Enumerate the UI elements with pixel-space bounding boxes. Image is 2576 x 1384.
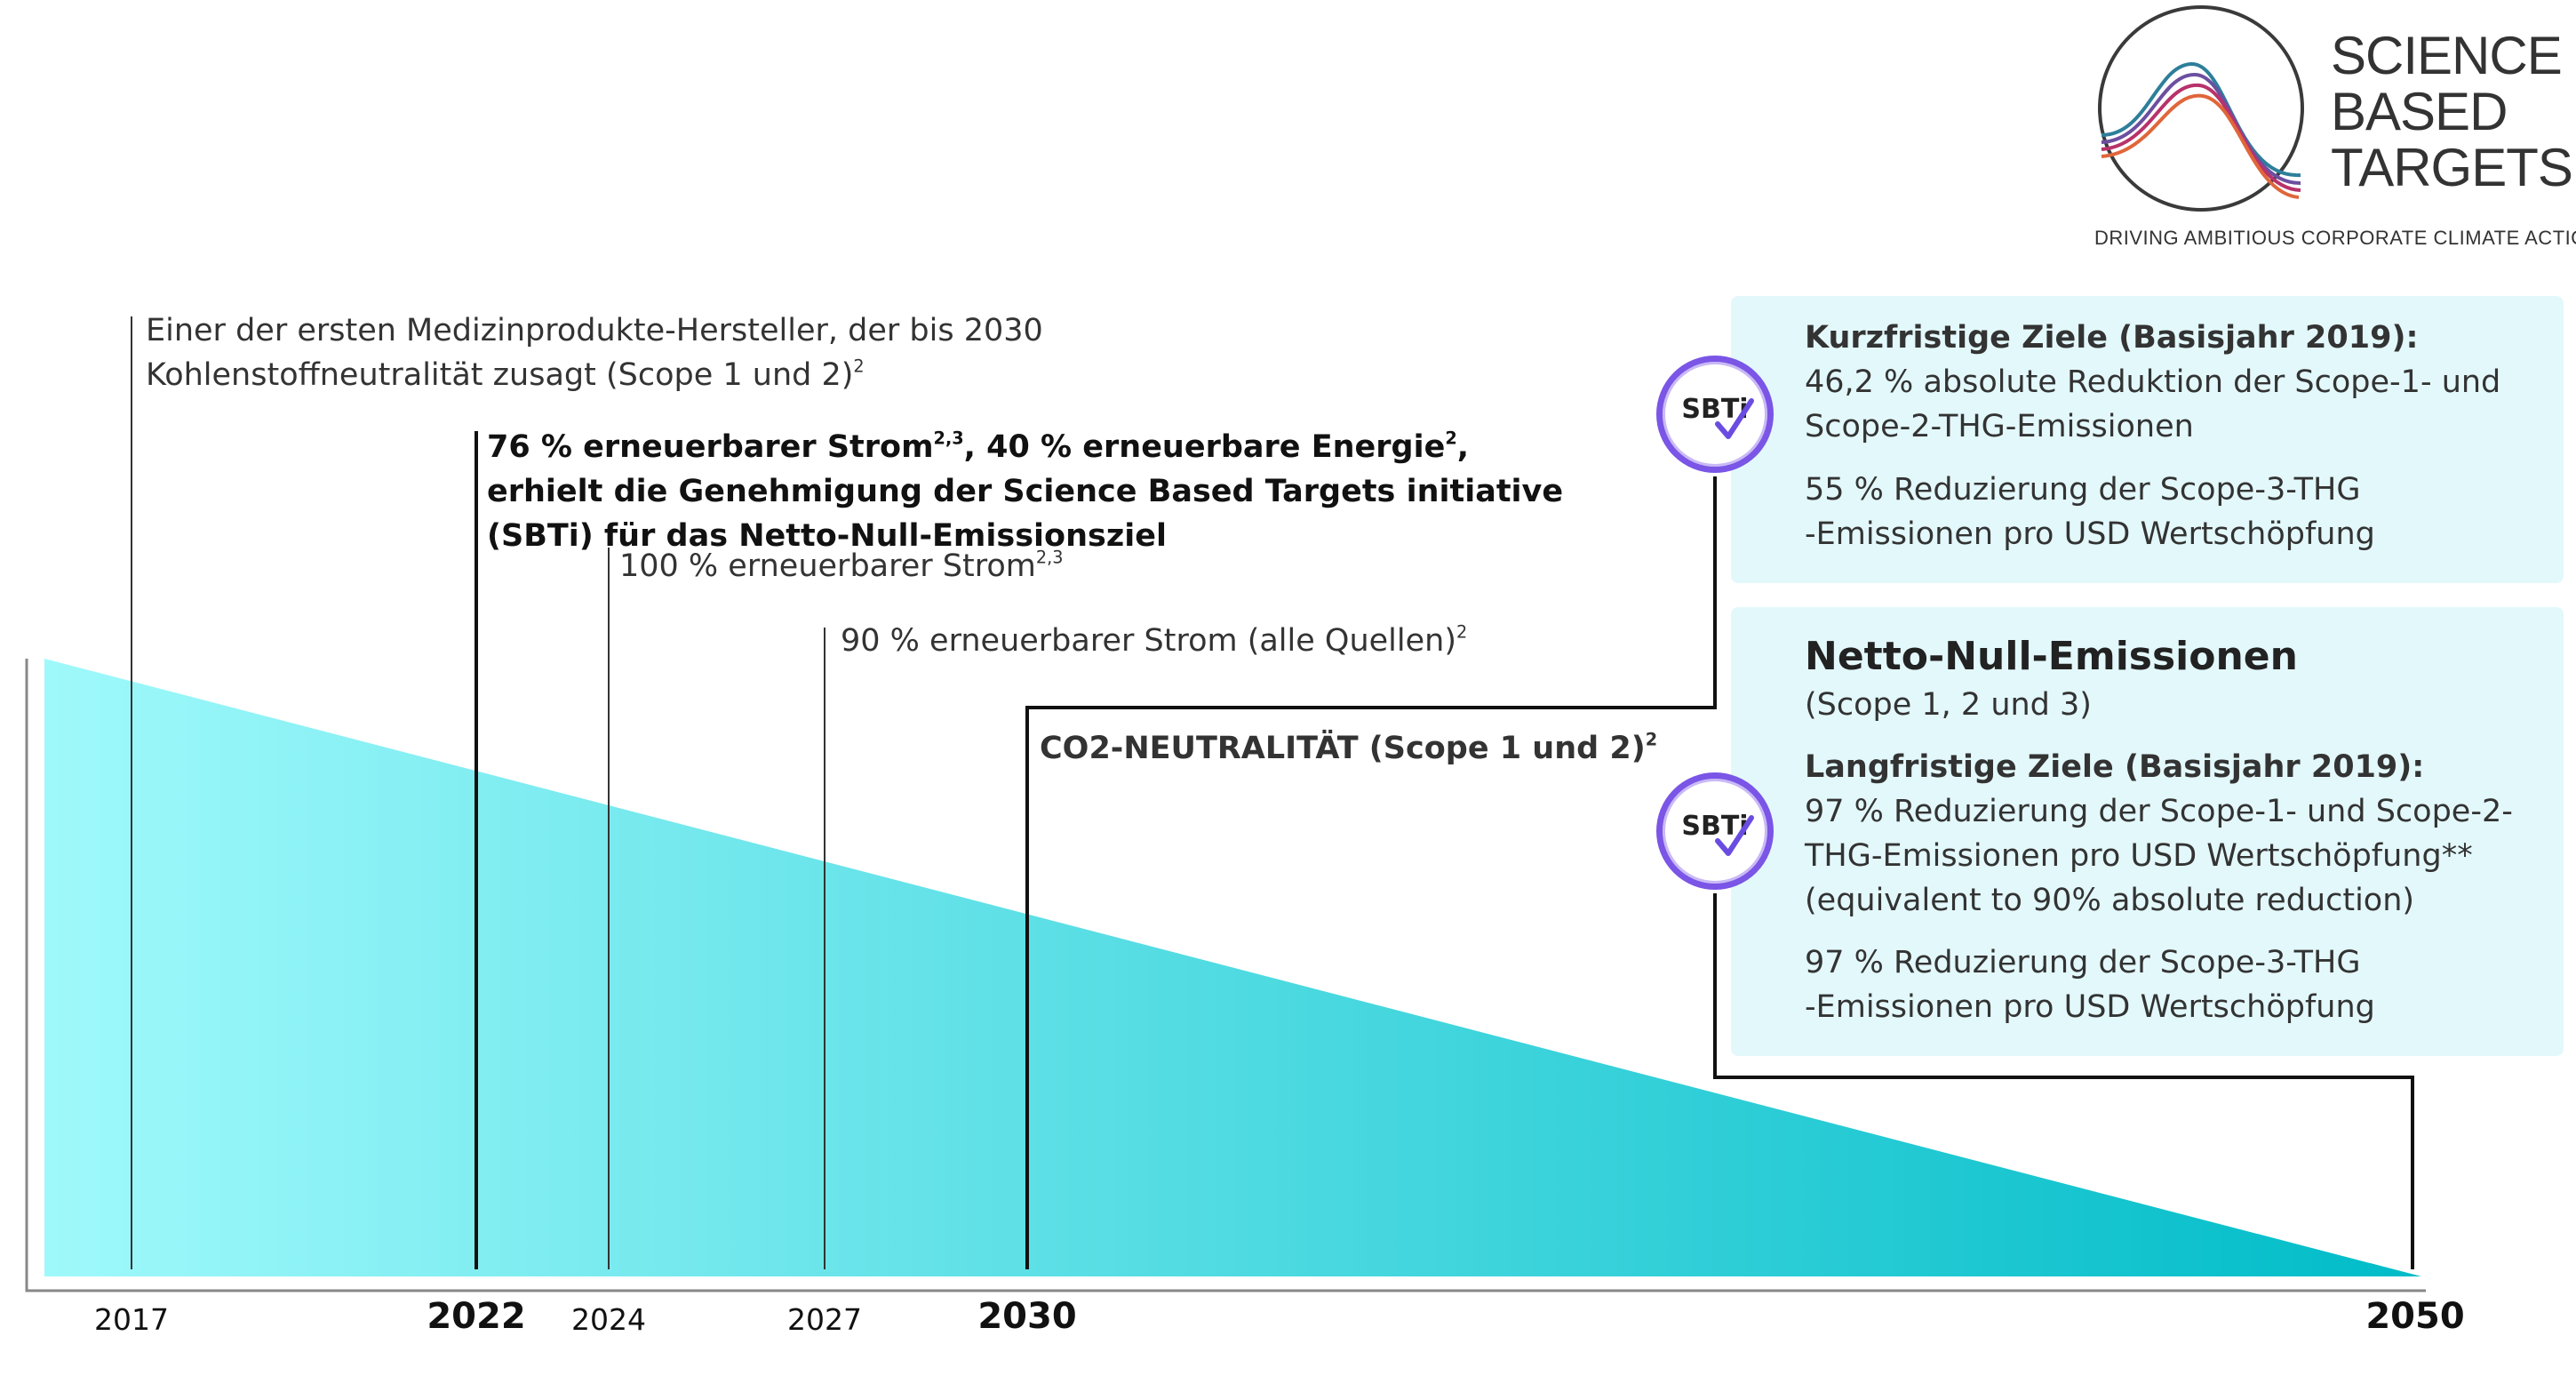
logo-word-science: SCIENCE xyxy=(2331,26,2563,85)
long-term-line3: (equivalent to 90% absolute reduction) xyxy=(1805,883,2415,918)
emissions-wedge xyxy=(44,659,2421,1276)
milestone-2022-line1c: , xyxy=(1456,429,1470,465)
milestone-2022-line3: (SBTi) für das Netto-Null-Emissionsziel xyxy=(487,518,1167,554)
milestone-2022-footnote1: 2,3 xyxy=(933,428,964,449)
short-term-line4: -Emissionen pro USD Wertschöpfung xyxy=(1805,516,2375,552)
checkmark-icon xyxy=(1715,398,1754,439)
short-term-line1: 46,2 % absolute Reduktion der Scope-1- u… xyxy=(1805,364,2501,400)
long-term-line4: 97 % Reduzierung der Scope-3-THG xyxy=(1805,945,2361,980)
logo-word-based: BASED xyxy=(2331,82,2508,141)
milestone-2022-line1b: , 40 % erneuerbare Energie xyxy=(963,429,1446,465)
long-term-line1: 97 % Reduzierung der Scope-1- und Scope-… xyxy=(1805,794,2513,829)
year-2050: 2050 xyxy=(2365,1296,2465,1337)
net-zero-heading: Netto-Null-Emissionen xyxy=(1805,634,2298,679)
long-term-title: Langfristige Ziele (Basisjahr 2019): xyxy=(1805,749,2425,785)
year-2022: 2022 xyxy=(427,1296,526,1337)
milestone-2030-footnote: 2 xyxy=(1645,729,1658,750)
year-2017: 2017 xyxy=(94,1302,169,1337)
milestone-2030-text: CO2-NEUTRALITÄT (Scope 1 und 2)2 xyxy=(1040,726,1657,771)
connector-2030 xyxy=(1025,476,1717,1269)
sbti-logo: SCIENCE BASED TARGETS DRIVING AMBITIOUS … xyxy=(2063,0,2576,260)
milestone-2030-label: CO2-NEUTRALITÄT (Scope 1 und 2) xyxy=(1040,731,1646,766)
milestone-2017-line1: Einer der ersten Medizinprodukte-Herstel… xyxy=(146,313,1043,348)
short-term-title: Kurzfristige Ziele (Basisjahr 2019): xyxy=(1805,320,2419,356)
milestone-2024-label: 100 % erneuerbarer Strom xyxy=(619,548,1036,584)
sbti-badge-short-term: SBTi xyxy=(1656,356,1774,473)
milestone-2017-line2-wrap: Kohlenstoffneutralität zusagt (Scope 1 u… xyxy=(146,353,1043,397)
milestone-2022-footnote2: 2 xyxy=(1445,428,1457,449)
milestone-2027-text: 90 % erneuerbarer Strom (alle Quellen)2 xyxy=(841,619,1467,663)
year-2030: 2030 xyxy=(977,1296,1077,1337)
sbti-logo-mark xyxy=(2098,5,2304,212)
connector-2050 xyxy=(1713,893,2414,1269)
logo-tagline: DRIVING AMBITIOUS CORPORATE CLIMATE ACTI… xyxy=(2094,227,2576,249)
year-2027: 2027 xyxy=(787,1302,862,1337)
short-term-line2: Scope-2-THG-Emissionen xyxy=(1805,409,2194,444)
long-term-line2: THG-Emissionen pro USD Wertschöpfung** xyxy=(1805,838,2473,874)
checkmark-icon xyxy=(1715,815,1754,856)
long-term-targets-panel: Netto-Null-Emissionen (Scope 1, 2 und 3)… xyxy=(1731,607,2564,1056)
short-term-targets-panel: Kurzfristige Ziele (Basisjahr 2019): 46,… xyxy=(1731,296,2564,583)
year-2024: 2024 xyxy=(571,1302,646,1337)
short-term-line3: 55 % Reduzierung der Scope-3-THG xyxy=(1805,472,2361,508)
milestone-2017-line2: Kohlenstoffneutralität zusagt (Scope 1 u… xyxy=(146,357,854,393)
timeline-axis xyxy=(25,659,2426,1292)
milestone-2022-line1-wrap: 76 % erneuerbarer Strom2,3, 40 % erneuer… xyxy=(487,425,1563,469)
milestone-2017-text: Einer der ersten Medizinprodukte-Herstel… xyxy=(146,308,1043,397)
sbti-badge-long-term: SBTi xyxy=(1656,772,1774,890)
milestone-2022-line2: erhielt die Genehmigung der Science Base… xyxy=(487,474,1564,509)
milestone-2024-text: 100 % erneuerbarer Strom2,3 xyxy=(619,544,1063,588)
milestone-2027-footnote: 2 xyxy=(1456,621,1468,643)
milestone-2027-label: 90 % erneuerbarer Strom (alle Quellen) xyxy=(841,623,1456,659)
milestone-2017-footnote: 2 xyxy=(853,356,865,377)
milestone-2022-text: 76 % erneuerbarer Strom2,3, 40 % erneuer… xyxy=(487,425,1563,558)
net-zero-subheading: (Scope 1, 2 und 3) xyxy=(1805,687,2092,723)
logo-word-targets: TARGETS xyxy=(2331,138,2573,197)
long-term-line5: -Emissionen pro USD Wertschöpfung xyxy=(1805,989,2375,1025)
milestone-2024-footnote: 2,3 xyxy=(1035,547,1064,568)
milestone-2022-line1a: 76 % erneuerbarer Strom xyxy=(487,429,934,465)
